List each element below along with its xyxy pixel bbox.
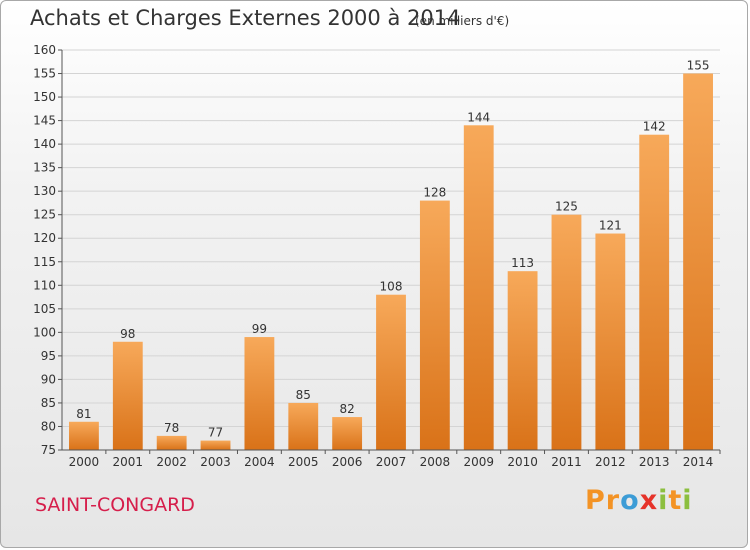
data-label: 121 xyxy=(599,219,622,233)
x-tick-label: 2010 xyxy=(507,455,538,469)
bars-layer: 81 98 78 77 99 85 82 108 128 144 113 125 121 142 155 xyxy=(69,59,713,451)
y-tick-label: 110 xyxy=(33,278,56,292)
y-tick-label: 75 xyxy=(41,443,56,457)
data-label: 99 xyxy=(252,322,267,336)
y-tick-label: 80 xyxy=(41,419,56,433)
y-tick-label: 145 xyxy=(33,114,56,128)
y-tick-label: 90 xyxy=(41,372,56,386)
bar xyxy=(69,421,99,450)
bar xyxy=(419,200,450,450)
data-label: 81 xyxy=(76,407,91,421)
chart-unit-subtitle: (en milliers d'€) xyxy=(415,14,510,28)
y-tick-label: 125 xyxy=(33,208,56,222)
x-tick-label: 2003 xyxy=(200,455,231,469)
bar xyxy=(507,271,538,450)
y-tick-label: 105 xyxy=(33,302,56,316)
logo-letter: t xyxy=(668,485,683,516)
axis-layer: 75 80 85 90 95 100 105 110 115 120 125 130 135 140 145… xyxy=(33,43,721,469)
bar xyxy=(332,417,363,450)
x-tick-label: 2002 xyxy=(156,455,187,469)
x-tick-label: 2004 xyxy=(244,455,275,469)
y-tick-label: 95 xyxy=(41,349,56,363)
bar xyxy=(112,341,143,450)
y-tick-label: 135 xyxy=(33,161,56,175)
data-label: 125 xyxy=(555,200,578,214)
y-tick-label: 140 xyxy=(33,137,56,151)
y-tick-label: 120 xyxy=(33,231,56,245)
x-tick-label: 2006 xyxy=(332,455,363,469)
y-tick-label: 150 xyxy=(33,90,56,104)
x-tick-label: 2012 xyxy=(595,455,626,469)
x-tick-label: 2011 xyxy=(551,455,582,469)
logo-letter: r xyxy=(605,485,621,516)
y-tick-label: 130 xyxy=(33,184,56,198)
bar xyxy=(683,73,713,450)
data-label: 113 xyxy=(511,256,534,270)
data-label: 85 xyxy=(296,388,311,402)
data-label: 82 xyxy=(339,402,354,416)
logo-letter: i xyxy=(658,485,669,516)
bar xyxy=(376,294,406,450)
y-tick-label: 160 xyxy=(33,43,56,57)
data-label: 128 xyxy=(423,186,446,200)
data-label: 77 xyxy=(208,426,223,440)
data-label: 144 xyxy=(467,110,490,124)
bar xyxy=(551,214,582,450)
proxiti-logo: Proxiti xyxy=(585,485,693,516)
commune-name: SAINT-CONGARD xyxy=(35,494,195,516)
bar xyxy=(200,440,231,450)
data-label: 98 xyxy=(120,327,135,341)
y-tick-label: 85 xyxy=(41,396,56,410)
y-tick-label: 100 xyxy=(33,325,56,339)
bar xyxy=(463,125,494,450)
x-tick-label: 2007 xyxy=(376,455,407,469)
x-tick-label: 2001 xyxy=(113,455,144,469)
bar xyxy=(288,402,319,450)
chart-title: Achats et Charges Externes 2000 à 2014 xyxy=(30,6,461,30)
x-tick-label: 2000 xyxy=(69,455,100,469)
logo-letter: x xyxy=(639,485,659,516)
data-label: 155 xyxy=(687,59,710,73)
data-label: 78 xyxy=(164,421,179,435)
x-tick-label: 2014 xyxy=(683,455,714,469)
logo-letter: P xyxy=(585,485,606,516)
data-label: 108 xyxy=(380,280,403,294)
y-tick-label: 155 xyxy=(33,67,56,81)
data-label: 142 xyxy=(643,120,666,134)
logo-letter: o xyxy=(620,485,640,516)
logo-letter: i xyxy=(682,485,693,516)
bar xyxy=(595,233,626,450)
x-tick-label: 2009 xyxy=(463,455,494,469)
bar xyxy=(639,134,670,451)
x-tick-label: 2005 xyxy=(288,455,319,469)
bar xyxy=(244,337,275,450)
y-tick-label: 115 xyxy=(33,255,56,269)
bar xyxy=(156,435,187,450)
x-tick-label: 2013 xyxy=(639,455,670,469)
x-tick-label: 2008 xyxy=(420,455,451,469)
